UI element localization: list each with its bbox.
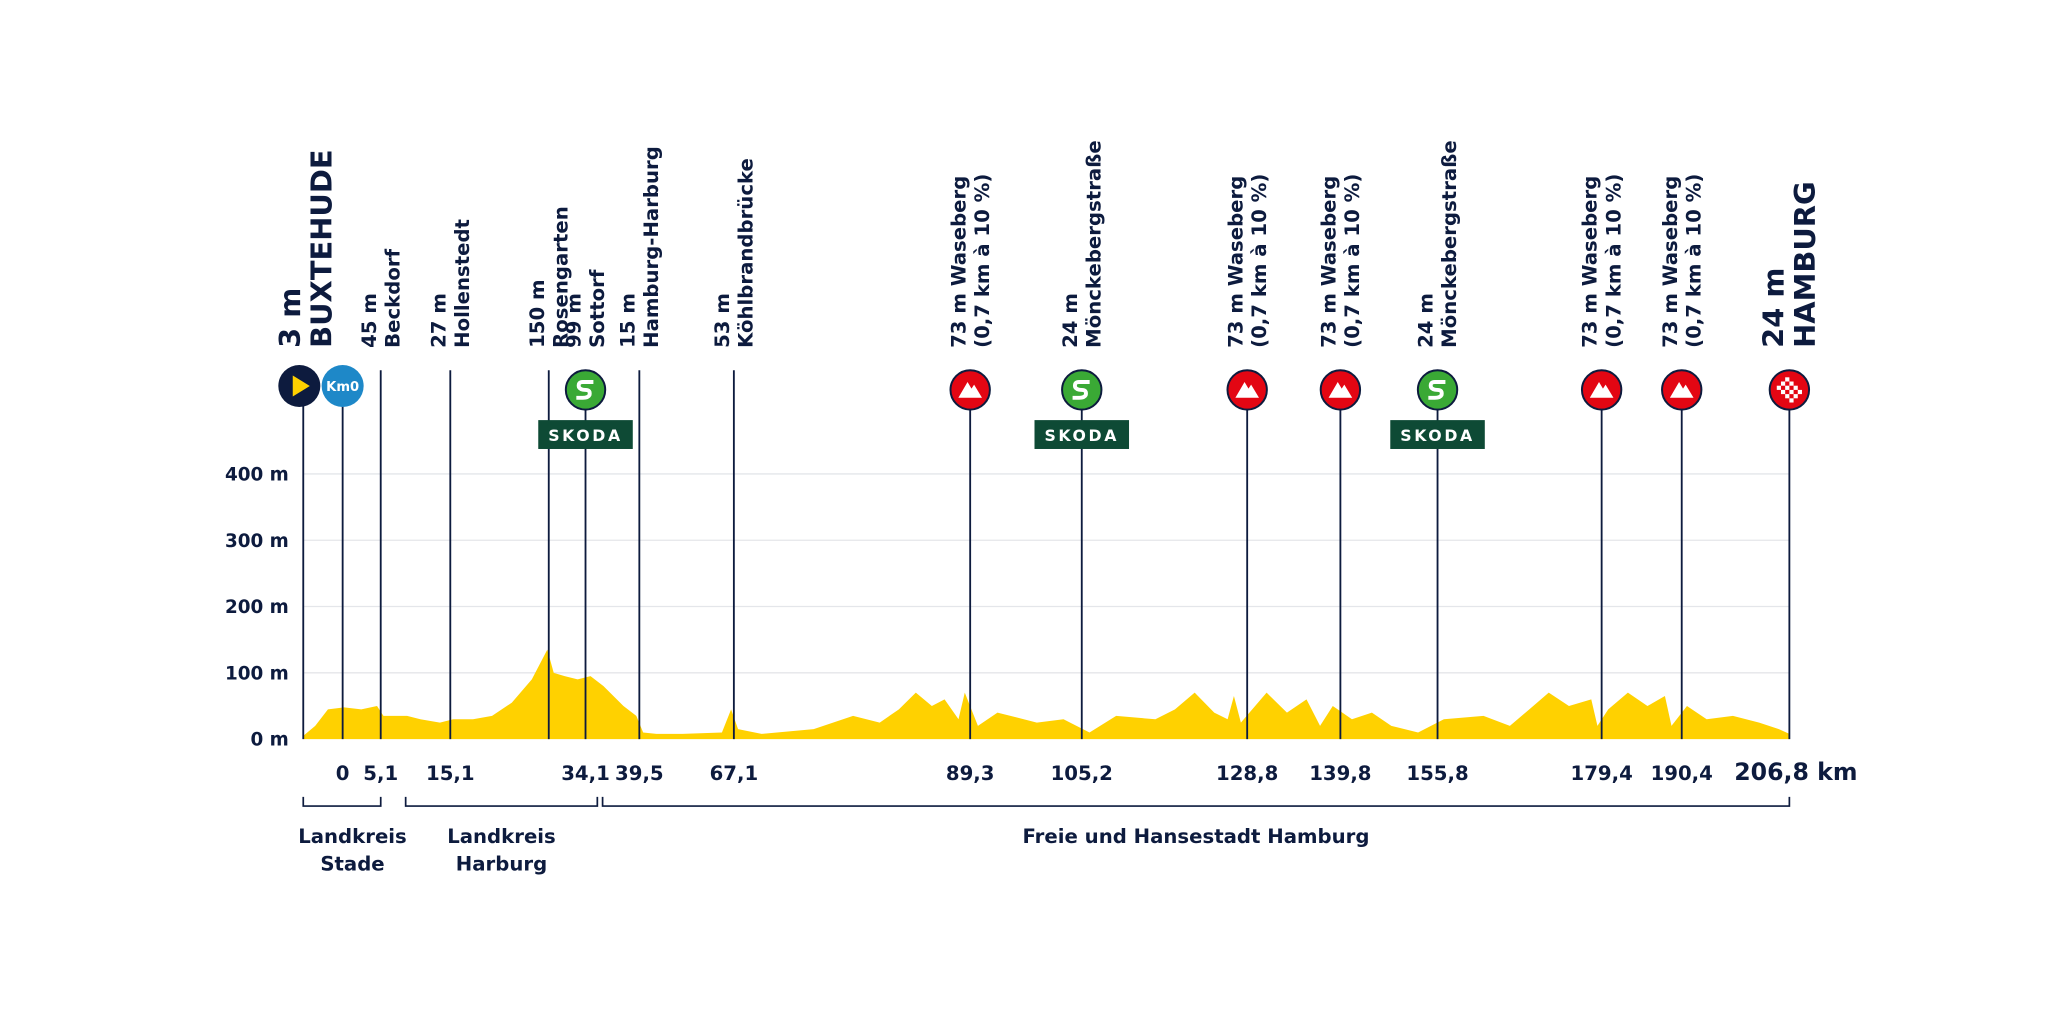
waypoint-elevation: 73 m Waseberg	[1317, 176, 1340, 348]
km0-text: Km0	[326, 380, 359, 395]
finish-check	[1793, 385, 1798, 390]
region-label: Landkreis	[447, 825, 556, 848]
finish-check	[1789, 389, 1794, 395]
climb-mountain	[1328, 382, 1353, 398]
km-label: 67,1	[710, 762, 759, 785]
region-label: Freie und Hansestadt Hamburg	[1022, 825, 1369, 848]
y-tick-label: 0 m	[251, 730, 289, 751]
sponsor-box	[1034, 420, 1130, 449]
km-label: 15,1	[426, 762, 475, 785]
finish-icon	[1768, 369, 1811, 411]
waypoint-name: BUXTEHUDE	[305, 149, 339, 347]
waypoint-name: (0,7 km à 10 %)	[1341, 174, 1364, 348]
km-label: 5,1	[363, 762, 398, 785]
finish-check	[1776, 385, 1781, 390]
region-label: Harburg	[456, 852, 547, 875]
km-label: 105,2	[1051, 762, 1113, 785]
finish-check	[1780, 389, 1786, 395]
finish-check	[1789, 381, 1794, 386]
sprint-s	[576, 380, 594, 400]
waypoint-name: (0,7 km à 10 %)	[1248, 174, 1271, 348]
km-label: 139,8	[1309, 762, 1371, 785]
finish-check	[1785, 377, 1790, 382]
waypoint-elevation: 24 m	[1757, 268, 1791, 348]
sponsor-text: SKODA	[1044, 426, 1119, 445]
finish-check	[1797, 389, 1802, 395]
y-tick-label: 300 m	[225, 531, 289, 552]
climb-mountain	[1669, 382, 1694, 398]
km-label: 206,8 km	[1734, 758, 1857, 786]
region-bracket	[404, 796, 599, 807]
waypoint-name: Mönckebergstraße	[1082, 140, 1105, 348]
finish-check	[1789, 398, 1794, 403]
waypoint-elevation: 73 m Waseberg	[1579, 176, 1602, 348]
region-label: Stade	[320, 852, 384, 875]
waypoint-elevation: 45 m	[358, 293, 381, 348]
waypoint-name: (0,7 km à 10 %)	[1602, 174, 1625, 348]
waypoint-name: Rosengarten	[549, 206, 572, 348]
region-label: Landkreis	[298, 825, 407, 848]
waypoint-elevation: 53 m	[711, 293, 734, 348]
waypoint-name: (0,7 km à 10 %)	[971, 174, 994, 348]
climb-mountain	[1235, 382, 1259, 398]
y-tick-label: 100 m	[225, 663, 289, 684]
y-tick-label: 400 m	[225, 464, 289, 485]
waypoint-name: HAMBURG	[1788, 181, 1822, 348]
waypoint-elevation: 15 m	[616, 293, 639, 348]
km-label: 0	[336, 762, 350, 785]
km-label: 190,4	[1651, 762, 1713, 785]
km-label: 34,1	[561, 762, 610, 785]
waypoint-elevation: 150 m	[526, 279, 549, 347]
km-label: 39,5	[615, 762, 664, 785]
waypoint-elevation: 24 m	[1415, 293, 1438, 348]
finish-check	[1785, 385, 1790, 390]
waypoint-name: (0,7 km à 10 %)	[1682, 174, 1705, 348]
waypoint-elevation: 27 m	[427, 293, 450, 348]
waypoint-elevation: 73 m Waseberg	[1659, 176, 1682, 348]
finish-check	[1780, 381, 1786, 386]
climb-mountain	[958, 382, 982, 398]
sponsor-box	[1390, 420, 1485, 449]
waypoint-elevation: 99 m	[563, 293, 586, 348]
sponsor-text: SKODA	[548, 426, 623, 445]
waypoint-name: Hamburg-Harburg	[640, 146, 663, 348]
waypoint-elevation: 73 m Waseberg	[1224, 176, 1247, 348]
waypoint-elevation: 24 m	[1059, 293, 1082, 348]
waypoint-name: Köhlbrandbrücke	[735, 158, 758, 348]
waypoint-elevation: 3 m	[273, 288, 307, 348]
sprint-s	[1072, 380, 1090, 400]
elevation-profile	[303, 649, 1790, 740]
km-label: 128,8	[1216, 762, 1278, 785]
region-bracket	[601, 796, 1791, 807]
sprint-s	[1428, 380, 1446, 400]
finish-check	[1785, 394, 1790, 399]
waypoint-name: Hollenstedt	[451, 219, 474, 348]
km-label: 89,3	[946, 762, 995, 785]
sponsor-box	[538, 420, 633, 449]
y-tick-label: 200 m	[225, 597, 289, 618]
waypoint-name: Beckdorf	[381, 248, 404, 347]
climb-mountain	[1589, 382, 1614, 398]
km-label: 179,4	[1571, 762, 1633, 785]
finish-check	[1793, 394, 1798, 399]
waypoint-elevation: 73 m Waseberg	[947, 176, 970, 348]
sponsor-text: SKODA	[1400, 426, 1475, 445]
km-label: 155,8	[1406, 762, 1468, 785]
waypoint-name: Mönckebergstraße	[1438, 140, 1461, 348]
start-arrow	[292, 375, 310, 397]
region-bracket	[302, 796, 382, 807]
waypoint-name: Sottorf	[586, 269, 609, 348]
km0-icon	[321, 364, 364, 407]
